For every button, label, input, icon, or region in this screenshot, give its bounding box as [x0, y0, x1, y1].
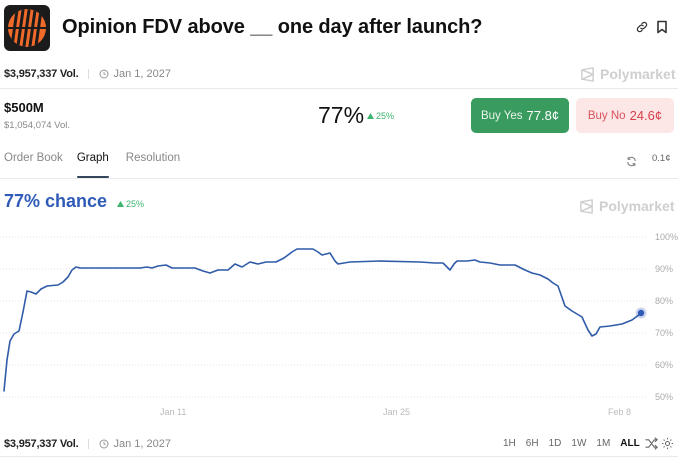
bookmark-icon[interactable]	[653, 18, 671, 36]
x-tick: Feb 8	[608, 407, 632, 417]
y-tick: 80%	[655, 296, 674, 306]
divider	[0, 456, 678, 457]
market-logo	[4, 5, 50, 51]
polymarket-logo-icon	[580, 198, 593, 214]
detail-tabs: Order Book Graph Resolution	[4, 152, 180, 178]
divider	[0, 178, 678, 179]
polymarket-watermark: Polymarket	[579, 198, 674, 214]
outcome-change: 25%	[367, 111, 394, 121]
market-title: Opinion FDV above __ one day after launc…	[62, 16, 483, 38]
total-volume: $3,957,337 Vol.	[4, 68, 79, 80]
meta-separator	[88, 439, 90, 449]
y-tick: 60%	[655, 360, 674, 370]
range-all[interactable]: ALL	[620, 438, 640, 449]
end-date: Jan 1, 2027	[99, 68, 171, 80]
outcome-probability: 77%	[318, 102, 365, 128]
footer-end-date: Jan 1, 2027	[99, 438, 171, 450]
range-6h[interactable]: 6H	[525, 438, 539, 449]
range-1m[interactable]: 1M	[596, 438, 611, 449]
chance-label: 77% chance	[4, 191, 108, 211]
shuffle-icon[interactable]	[645, 437, 658, 450]
y-tick: 70%	[655, 328, 674, 338]
polymarket-watermark: Polymarket	[580, 66, 675, 82]
footer-volume: $3,957,337 Vol.	[4, 438, 79, 450]
buy-no-button[interactable]: Buy No 24.6¢	[576, 98, 674, 133]
tick-size-button[interactable]: 0.1¢	[652, 153, 671, 164]
buy-yes-button[interactable]: Buy Yes 77.8¢	[471, 98, 569, 133]
price-line	[3, 248, 641, 392]
divider	[0, 88, 678, 89]
triangle-up-icon	[117, 201, 124, 207]
range-1h[interactable]: 1H	[503, 438, 516, 449]
tab-order-book[interactable]: Order Book	[4, 152, 63, 164]
settings-gear-icon[interactable]	[661, 437, 674, 450]
refresh-icon[interactable]	[626, 154, 638, 167]
time-range-selector: 1H 6H 1D 1W 1M ALL	[503, 438, 640, 449]
triangle-up-icon	[367, 113, 374, 119]
range-1w[interactable]: 1W	[571, 438, 587, 449]
current-price-dot	[637, 309, 645, 317]
footer-meta: $3,957,337 Vol. Jan 1, 2027	[4, 438, 171, 450]
y-tick: 50%	[655, 392, 674, 402]
y-tick: 100%	[655, 232, 678, 242]
chance-change: 25%	[117, 199, 144, 209]
market-meta: $3,957,337 Vol. Jan 1, 2027	[4, 68, 171, 80]
market-header: Opinion FDV above __ one day after launc…	[0, 0, 678, 56]
range-1d[interactable]: 1D	[548, 438, 562, 449]
tab-graph[interactable]: Graph	[76, 152, 109, 178]
polymarket-logo-icon	[581, 66, 594, 82]
outcome-volume: $1,054,074 Vol.	[4, 120, 71, 131]
clock-icon	[99, 439, 109, 449]
link-icon[interactable]	[633, 18, 651, 36]
outcome-name: $500M	[4, 100, 44, 115]
clock-icon	[99, 69, 109, 79]
chart-gridlines	[0, 236, 648, 398]
tab-resolution[interactable]: Resolution	[125, 152, 181, 164]
x-tick: Jan 25	[383, 407, 411, 417]
x-tick: Jan 11	[160, 407, 187, 417]
meta-separator	[88, 69, 90, 79]
y-tick: 90%	[655, 264, 674, 274]
